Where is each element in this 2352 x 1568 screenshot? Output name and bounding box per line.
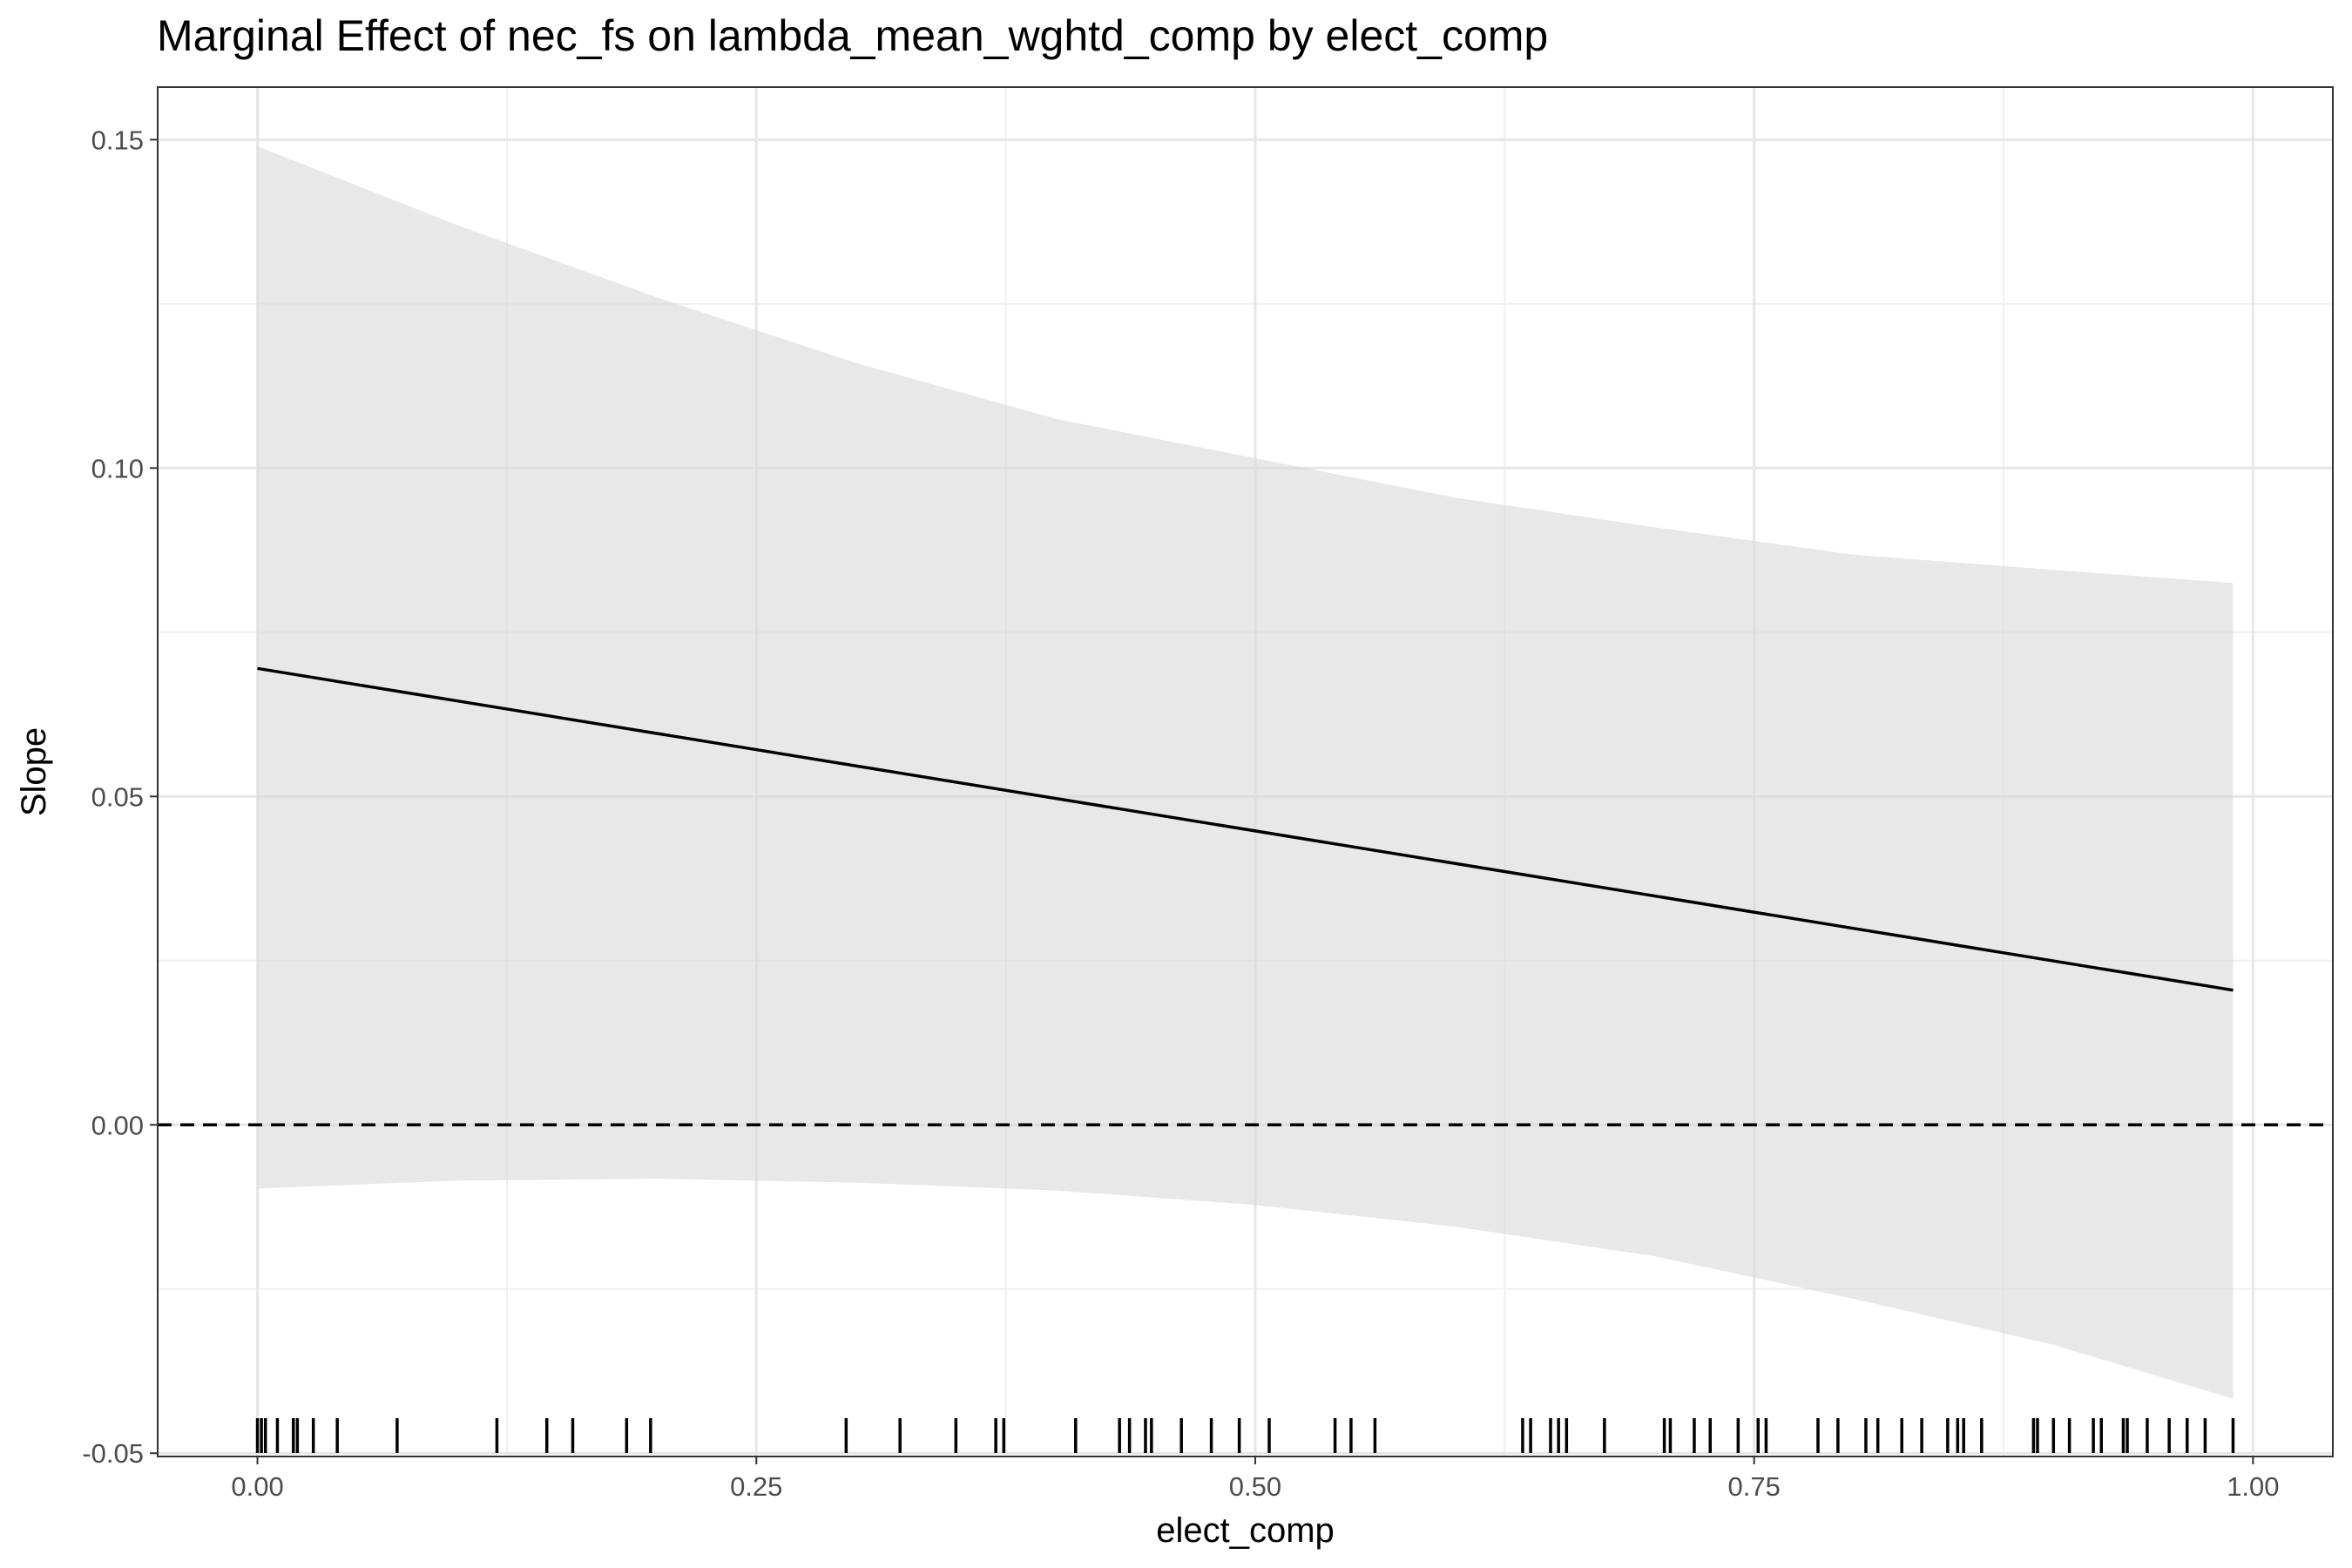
x-tick-label: 0.25	[730, 1471, 782, 1502]
y-tick-label: 0.00	[91, 1110, 144, 1140]
x-tick-label: 0.00	[231, 1471, 283, 1502]
y-tick-label: -0.05	[82, 1438, 144, 1469]
y-tick-label: 0.15	[91, 125, 144, 155]
y-axis-title: Slope	[15, 727, 53, 816]
x-axis-title: elect_comp	[1156, 1511, 1335, 1550]
plot-border	[157, 86, 2334, 1457]
x-axis-ticks: 0.00 0.25 0.50 0.75 1.00	[231, 1456, 2280, 1502]
chart-title: Marginal Effect of nec_fs on lambda_mean…	[157, 11, 1549, 60]
y-tick-label: 0.05	[91, 781, 144, 812]
series-line-slope	[257, 666, 2234, 992]
rug-marks	[255, 1418, 2235, 1453]
x-tick-label: 0.50	[1229, 1471, 1281, 1502]
x-tick-label: 1.00	[2227, 1471, 2279, 1502]
y-axis-ticks: -0.05 0.00 0.05 0.10 0.15	[82, 125, 158, 1469]
series-lines	[257, 666, 2234, 992]
confidence-band	[257, 145, 2234, 1399]
x-tick-label: 0.75	[1727, 1471, 1780, 1502]
y-tick-label: 0.10	[91, 453, 144, 483]
